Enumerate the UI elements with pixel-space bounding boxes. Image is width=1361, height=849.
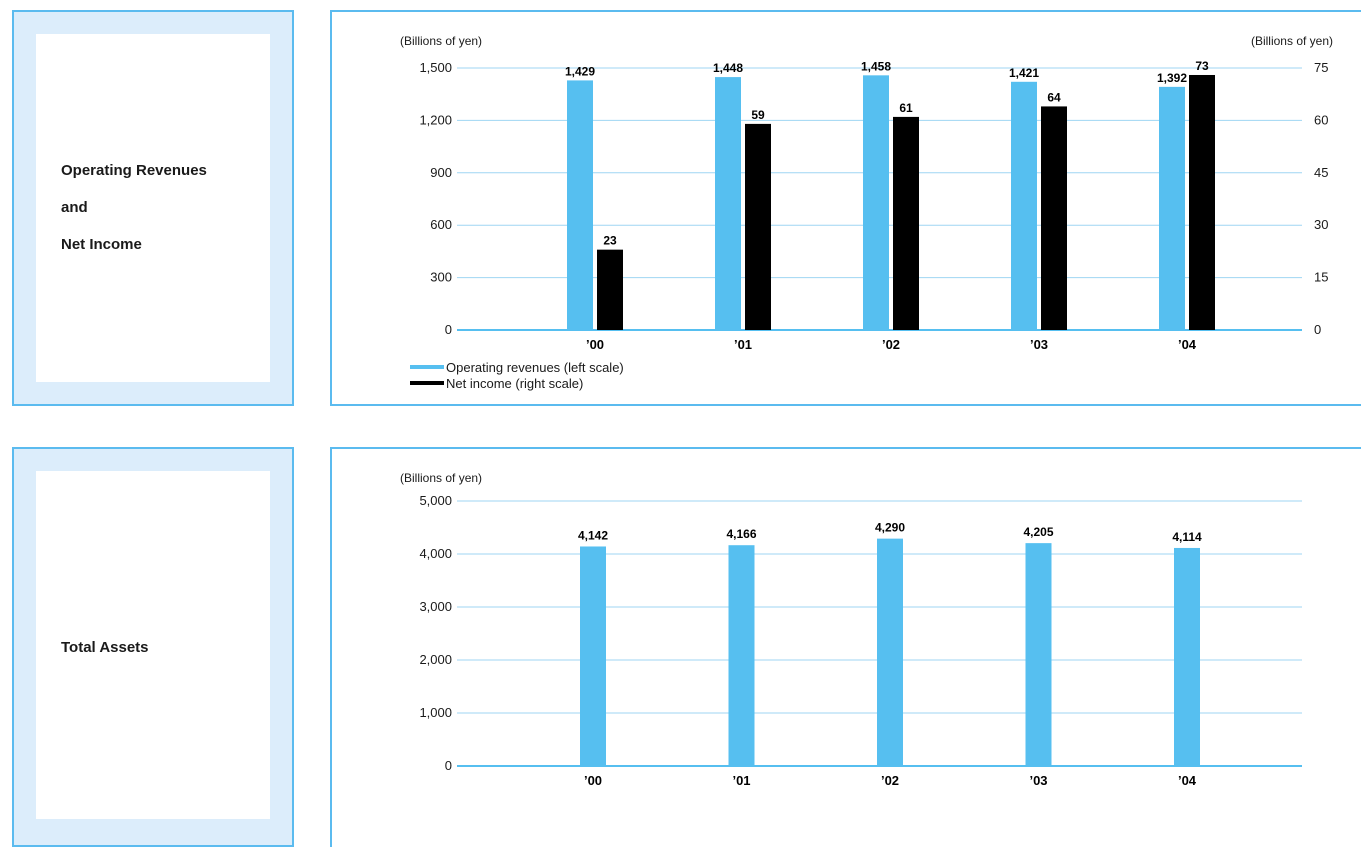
right-tick-label: 45 [1314,165,1328,180]
income-bar [1189,74,1215,330]
income-data-label: 61 [899,101,913,115]
left-axis-unit: (Billions of yen) [400,34,482,48]
right-tick-label: 30 [1314,217,1328,232]
revenue-income-label-line-3: Net Income [61,236,142,253]
income-data-label: 73 [1195,59,1209,73]
total-assets-label-line-1: Total Assets [61,639,149,656]
assets-bar [1174,547,1200,766]
income-data-label: 23 [603,234,617,248]
x-tick-label: ’03 [1029,773,1047,788]
revenue-data-label: 1,448 [713,61,743,75]
total-assets-label-inner: Total Assets [36,471,270,819]
assets-bar [580,546,606,766]
x-tick-label: ’00 [586,337,604,352]
left-tick-label: 1,000 [419,705,452,720]
assets-data-label: 4,205 [1023,525,1053,539]
left-tick-label: 1,500 [419,60,452,75]
x-tick-label: ’00 [584,773,602,788]
assets-bar [877,538,903,766]
revenue-bar [567,80,593,330]
left-tick-label: 600 [430,217,452,232]
income-bar [893,116,919,330]
revenue-data-label: 1,429 [565,64,595,78]
income-bar [745,123,771,330]
income-data-label: 59 [751,108,765,122]
x-tick-label: ’04 [1178,773,1197,788]
legend-revenue-swatch [410,365,444,369]
left-tick-label: 0 [445,322,452,337]
right-tick-label: 0 [1314,322,1321,337]
income-data-label: 64 [1047,90,1061,104]
assets-data-label: 4,114 [1172,530,1202,544]
left-tick-label: 2,000 [419,652,452,667]
assets-bar [1025,543,1052,766]
right-axis-unit: (Billions of yen) [1251,34,1333,48]
left-tick-label: 900 [430,165,452,180]
left-axis-unit: (Billions of yen) [400,471,482,485]
total-assets-label-panel: Total Assets [12,447,294,847]
x-tick-label: ’01 [734,337,752,352]
revenue-income-chart-panel: 0 0 300 15 600 30 900 45 1,200 60 1,500 75 (Billions… [330,10,1361,406]
left-tick-label: 5,000 [419,493,452,508]
revenue-data-label: 1,392 [1157,71,1187,85]
x-tick-label: ’01 [732,773,750,788]
right-tick-label: 15 [1314,270,1328,285]
left-tick-label: 4,000 [419,546,452,561]
revenue-bar [863,75,889,330]
assets-data-label: 4,142 [578,528,608,542]
x-tick-label: ’02 [882,337,900,352]
legend-revenue-label: Operating revenues (left scale) [446,360,624,375]
revenue-income-chart: 0 0 300 15 600 30 900 45 1,200 60 1,500 75 (Billions… [400,34,1333,391]
x-tick-label: ’03 [1030,337,1048,352]
left-tick-label: 0 [445,758,452,773]
revenue-bar [1159,86,1185,330]
assets-data-label: 4,290 [875,521,905,535]
assets-bar [728,545,755,766]
right-tick-label: 75 [1314,60,1328,75]
revenue-income-label-line-2: and [61,199,88,216]
left-tick-label: 1,200 [419,112,452,127]
revenue-data-label: 1,421 [1009,66,1039,80]
left-tick-label: 300 [430,270,452,285]
revenue-data-label: 1,458 [861,59,891,73]
total-assets-chart: 0 1,000 2,000 3,000 4,000 5,000 (Billions of y… [400,471,1302,788]
legend-income-label: Net income (right scale) [446,376,583,391]
income-bar [597,249,623,330]
revenue-bar [715,77,741,330]
revenue-income-label-panel: Operating Revenues and Net Income [12,10,294,406]
x-tick-label: ’02 [881,773,899,788]
total-assets-chart-panel: 0 1,000 2,000 3,000 4,000 5,000 (Billions of y… [330,447,1361,847]
income-bar [1041,106,1067,330]
assets-data-label: 4,166 [726,527,756,541]
revenue-income-label-inner: Operating Revenues and Net Income [36,34,270,382]
x-tick-label: ’04 [1178,337,1197,352]
right-tick-label: 60 [1314,112,1328,127]
revenue-bar [1011,81,1037,330]
revenue-income-label-line-1: Operating Revenues [61,162,207,179]
legend-income-swatch [410,381,444,385]
left-tick-label: 3,000 [419,599,452,614]
